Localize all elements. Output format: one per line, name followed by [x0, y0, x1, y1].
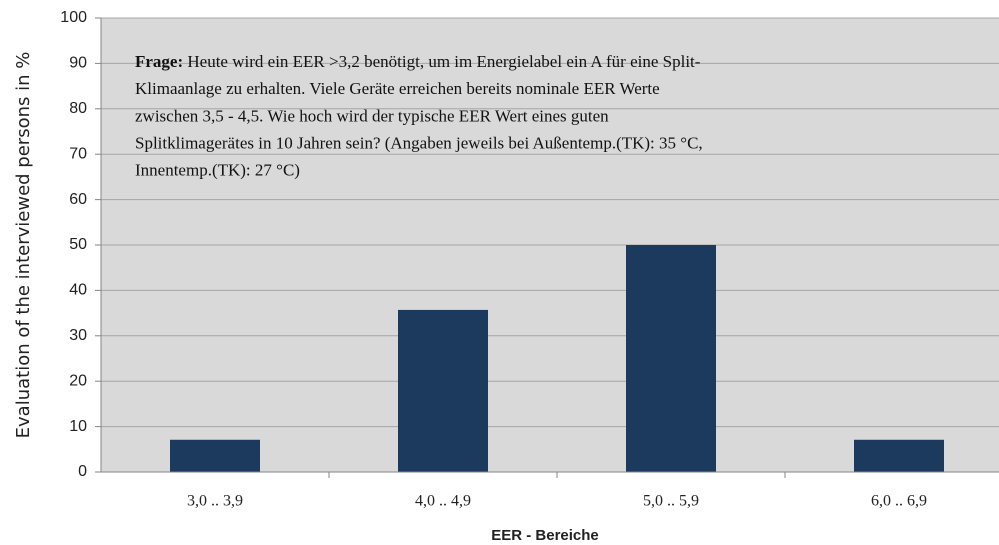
y-axis-title: Evaluation of the interviewed persons in…	[13, 52, 34, 439]
y-tick-label: 50	[69, 236, 87, 253]
annotation-line: zwischen 3,5 - 4,5. Wie hoch wird der ty…	[135, 106, 609, 125]
bar	[398, 309, 488, 472]
annotation-line: Innentemp.(TK): 27 °C)	[135, 161, 300, 180]
y-tick-label: 30	[69, 327, 87, 344]
x-tick-label: 6,0 .. 6,9	[871, 493, 927, 510]
y-tick-label: 90	[69, 55, 87, 72]
y-tick-label: 0	[78, 463, 87, 480]
annotation-line: Klimaanlage zu erhalten. Viele Geräte er…	[135, 79, 660, 98]
bar	[626, 245, 716, 472]
y-tick-label: 20	[69, 372, 87, 389]
x-axis-title: EER - Bereiche	[491, 527, 599, 544]
grid	[101, 17, 999, 473]
y-tick-label: 10	[69, 418, 87, 435]
y-tick-label: 60	[69, 191, 87, 208]
bar	[170, 439, 260, 472]
marks	[170, 245, 944, 472]
annotation-line: Splitklimagerätes in 10 Jahren sein? (An…	[135, 134, 703, 153]
y-tick-label: 70	[69, 145, 87, 162]
annotation-text: Heute wird ein EER >3,2 benötigt, um im …	[187, 52, 700, 71]
x-tick-label: 3,0 .. 3,9	[187, 493, 243, 510]
y-tick-label: 40	[69, 282, 87, 299]
x-tick-label: 4,0 .. 4,9	[415, 493, 471, 510]
y-tick-label: 100	[60, 9, 87, 26]
x-tick-label: 5,0 .. 5,9	[643, 493, 699, 510]
y-tick-label: 80	[69, 100, 87, 117]
annotation-label: Frage:	[135, 52, 183, 71]
annotation-line: Frage: Heute wird ein EER >3,2 benötigt,…	[135, 52, 701, 71]
bar	[854, 439, 944, 472]
